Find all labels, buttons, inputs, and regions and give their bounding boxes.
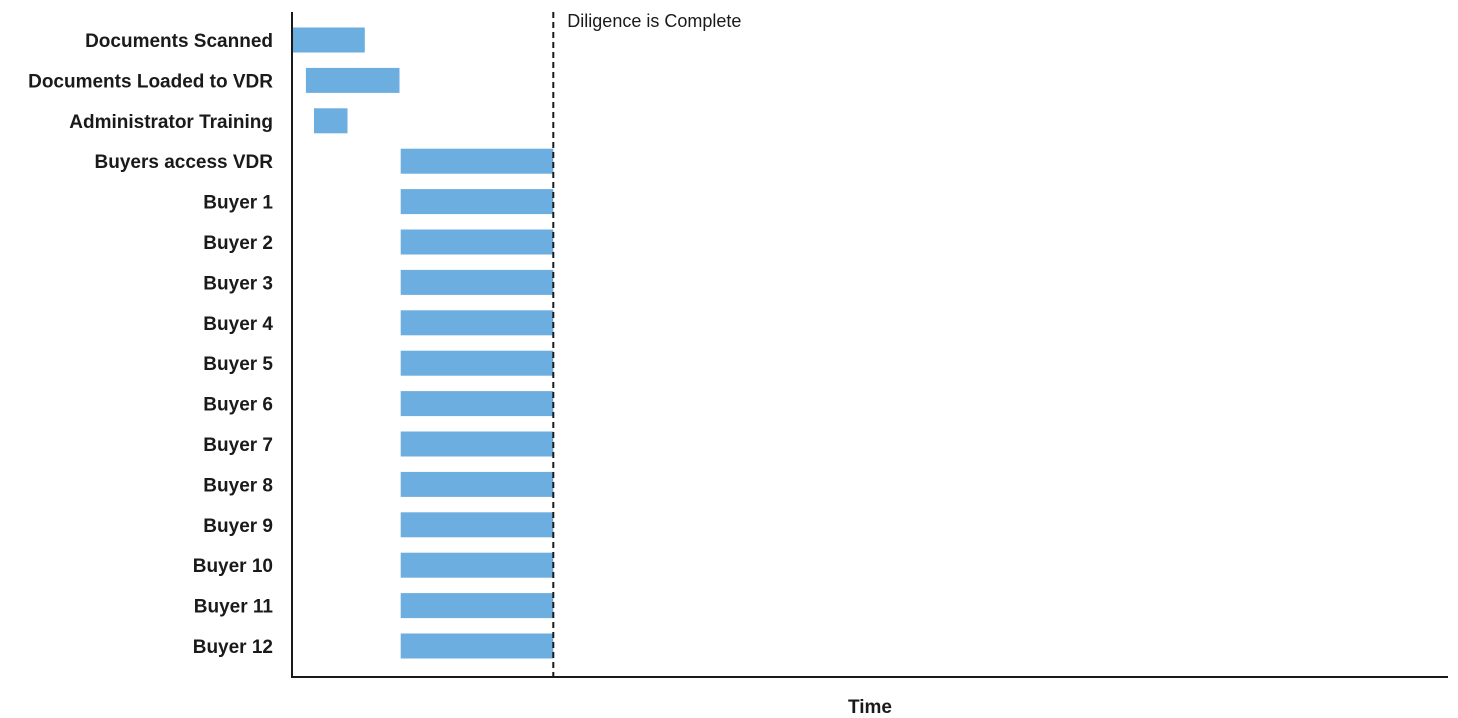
category-label: Buyer 8 (203, 475, 273, 496)
category-label: Buyer 2 (203, 233, 273, 254)
category-label: Buyer 11 (194, 597, 274, 618)
bar-buyer-2 (400, 229, 554, 255)
bar-buyer-6 (400, 391, 554, 417)
bar-buyer-11 (400, 593, 554, 619)
category-label: Documents Loaded to VDR (28, 71, 273, 92)
bar-buyers-access-vdr (400, 148, 554, 174)
bar-buyer-5 (400, 350, 554, 376)
category-label: Buyer 9 (203, 516, 273, 537)
category-label: Buyer 1 (203, 193, 273, 214)
bar-buyer-3 (400, 269, 554, 295)
category-label: Buyer 6 (203, 395, 273, 416)
bar-buyer-10 (400, 552, 554, 578)
bar-buyer-9 (400, 512, 554, 538)
bar-buyer-7 (400, 431, 554, 457)
category-label: Administrator Training (69, 112, 273, 133)
category-label: Buyer 5 (203, 354, 273, 375)
annotation-label: Diligence is Complete (567, 11, 741, 31)
x-axis-title: Time (848, 697, 892, 718)
category-label: Buyer 10 (193, 556, 273, 577)
bar-buyer-12 (400, 633, 554, 659)
bar-administrator-training (314, 108, 348, 134)
bar-buyer-4 (400, 310, 554, 336)
category-label: Documents Scanned (85, 31, 273, 52)
category-label: Buyer 7 (203, 435, 273, 456)
category-label: Buyers access VDR (95, 152, 274, 173)
category-label: Buyer 12 (193, 637, 273, 658)
category-label: Buyer 3 (203, 273, 273, 294)
bar-documents-loaded-to-vdr (305, 67, 400, 93)
category-labels: Documents Scanned Documents Loaded to VDR… (28, 31, 273, 658)
bars-layer (292, 27, 554, 659)
bar-documents-scanned (292, 27, 365, 53)
bar-buyer-1 (400, 189, 554, 215)
bar-buyer-8 (400, 471, 554, 497)
category-label: Buyer 4 (203, 314, 273, 335)
